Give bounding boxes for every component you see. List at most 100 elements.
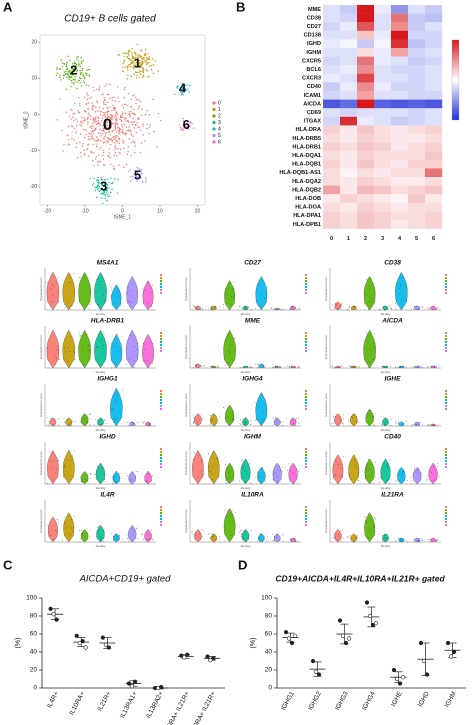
- point: [72, 69, 75, 71]
- jitter-point: [400, 300, 402, 302]
- jitter-point: [428, 538, 429, 540]
- legend-swatch: [160, 521, 162, 523]
- point: [97, 184, 100, 187]
- jitter-point: [286, 470, 288, 472]
- point: [118, 129, 121, 131]
- point: [69, 109, 72, 111]
- legend-swatch: [160, 335, 162, 337]
- legend-swatch: [212, 114, 216, 118]
- heat-cell: [425, 220, 443, 229]
- point: [132, 175, 134, 178]
- jitter-point: [418, 468, 420, 470]
- point: [106, 193, 109, 195]
- point: [130, 61, 133, 64]
- jitter-point: [95, 419, 96, 420]
- violin: [428, 462, 438, 485]
- jitter-point: [243, 423, 244, 425]
- violin: [363, 276, 376, 311]
- violin: [365, 408, 374, 427]
- point: [152, 64, 155, 66]
- point: [109, 121, 111, 123]
- jitter-point: [395, 308, 397, 309]
- jitter-point: [258, 304, 260, 306]
- point: [188, 124, 191, 127]
- jitter-point: [400, 285, 401, 286]
- point: [123, 61, 126, 63]
- jitter-point: [414, 470, 415, 472]
- point: [154, 60, 157, 62]
- jitter-point: [428, 425, 429, 426]
- violin: [257, 466, 266, 485]
- violin: [48, 516, 58, 543]
- jitter-point: [115, 538, 117, 540]
- jitter-point: [89, 292, 91, 293]
- violin: [380, 458, 391, 485]
- jitter-point: [348, 306, 350, 307]
- heat-cell: [357, 159, 375, 169]
- point: [103, 96, 105, 99]
- data-point: [397, 681, 403, 686]
- legend-swatch: [160, 396, 162, 398]
- heat-cell: [340, 134, 358, 143]
- jitter-point: [78, 277, 80, 279]
- jitter-point: [293, 483, 295, 485]
- jitter-point: [410, 366, 412, 368]
- jitter-point: [52, 284, 53, 285]
- point: [87, 143, 90, 145]
- point: [90, 96, 93, 98]
- point: [63, 63, 66, 65]
- point: [96, 100, 98, 102]
- point: [78, 111, 81, 114]
- jitter-point: [403, 471, 404, 472]
- violin: [144, 529, 152, 543]
- jitter-point: [395, 421, 397, 423]
- point: [140, 64, 142, 67]
- point: [98, 86, 101, 88]
- violin-title: IGHM: [244, 434, 262, 441]
- point: [137, 65, 139, 67]
- jitter-point: [295, 475, 297, 476]
- legend-swatch: [305, 280, 307, 282]
- point: [183, 125, 186, 127]
- jitter-point: [286, 365, 288, 367]
- point: [66, 76, 68, 79]
- point: [88, 114, 90, 116]
- jitter-point: [245, 307, 246, 308]
- legend-swatch: [305, 338, 307, 340]
- violin: [350, 533, 358, 543]
- jitter-point: [97, 526, 98, 528]
- data-point: [48, 606, 53, 611]
- jitter-point: [418, 472, 420, 474]
- jitter-point: [368, 424, 370, 426]
- violin: [288, 462, 298, 485]
- violin-title: IL4R: [100, 492, 114, 499]
- heat-cell: [340, 125, 358, 135]
- jitter-point: [128, 306, 130, 307]
- violin: [258, 533, 265, 543]
- point: [127, 150, 129, 153]
- heat-cell: [323, 211, 341, 221]
- point: [130, 65, 132, 68]
- point: [92, 159, 94, 162]
- jitter-point: [339, 367, 341, 369]
- point: [174, 93, 176, 96]
- jitter-point: [241, 536, 243, 537]
- point: [100, 146, 102, 148]
- heat-cell: [425, 48, 443, 57]
- jitter-point: [385, 365, 387, 367]
- jitter-point: [262, 467, 264, 469]
- jitter-point: [114, 418, 116, 420]
- jitter-point: [203, 473, 205, 475]
- point: [99, 160, 102, 163]
- point: [121, 112, 124, 114]
- point: [70, 79, 72, 82]
- data-point: [292, 633, 298, 638]
- point: [80, 85, 83, 87]
- point: [82, 73, 84, 76]
- jitter-point: [382, 535, 383, 537]
- jitter-point: [49, 423, 50, 425]
- point: [90, 115, 92, 117]
- heat-cell: [425, 13, 443, 23]
- x-axis-label: Identity: [241, 428, 251, 432]
- data-point: [185, 652, 190, 657]
